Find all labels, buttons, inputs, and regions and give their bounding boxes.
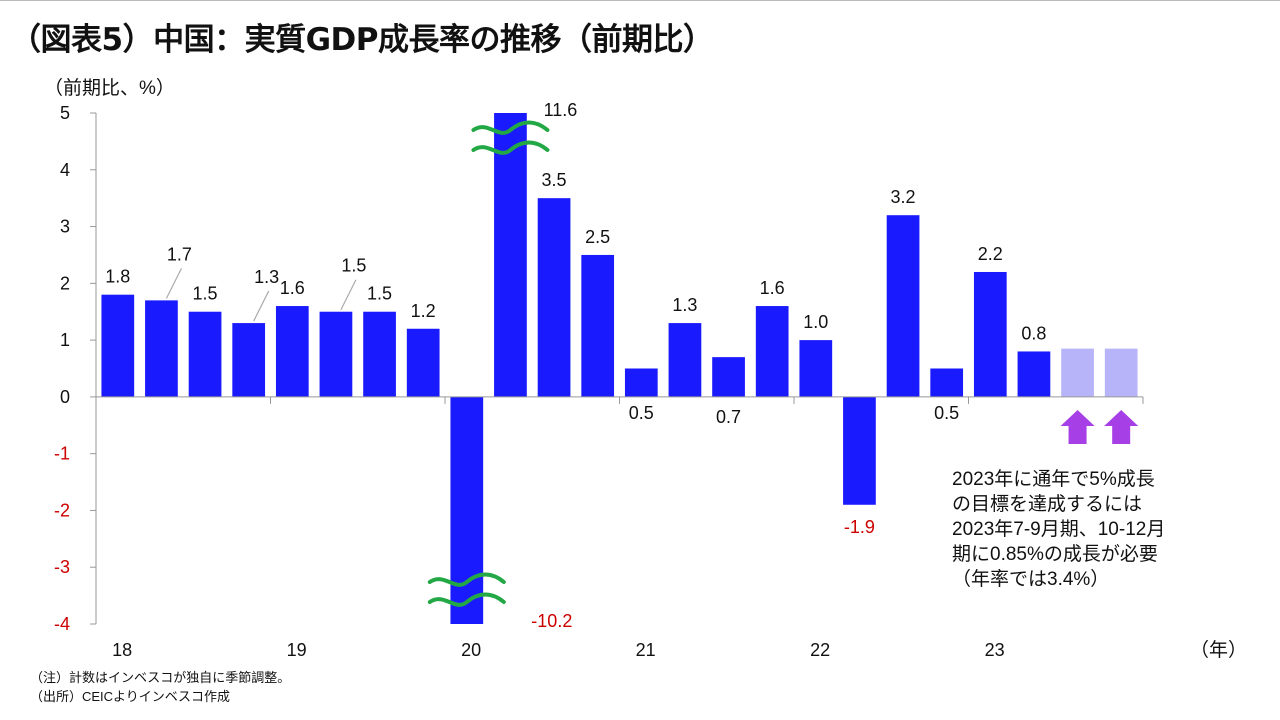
x-tick-label: 22: [810, 640, 830, 660]
label-leader-line: [253, 290, 270, 322]
data-label: 1.8: [105, 267, 130, 287]
bar: [188, 311, 222, 397]
bar: [363, 311, 396, 397]
axis-break-mark: [427, 572, 506, 587]
axis-break-mark: [427, 592, 506, 607]
y-tick-label: 2: [60, 273, 70, 293]
axis-break-mark: [471, 140, 550, 155]
data-label: 0.5: [629, 403, 654, 423]
y-tick-label: -2: [54, 500, 70, 520]
annotation-line: 期に0.85%の成長が必要: [952, 544, 1158, 565]
y-axis-unit-label: （前期比、%）: [44, 78, 175, 99]
footnote-note: （注）計数はインベスコが独自に季節調整。: [30, 670, 291, 685]
projection-bar: [1104, 348, 1138, 397]
bar: [406, 328, 440, 397]
y-tick-label: -3: [54, 557, 70, 577]
label-leader-line: [165, 268, 182, 299]
projection-bar: [1061, 348, 1094, 397]
bar: [450, 396, 484, 624]
bar: [145, 300, 178, 397]
bar: [232, 323, 266, 397]
axis-break-mark: [471, 120, 550, 135]
x-axis-unit-label: （年）: [1190, 640, 1248, 661]
data-label: 3.5: [542, 170, 567, 190]
data-label: -1.9: [844, 517, 875, 537]
target-annotation: 2023年に通年で5%成長 の目標を達成するには 2023年7-9月期、10-1…: [952, 467, 1165, 592]
data-label: 1.0: [803, 312, 828, 332]
y-tick-label: 3: [60, 217, 70, 237]
up-arrow-icon: [1104, 410, 1139, 444]
bar: [799, 340, 833, 397]
bar: [275, 306, 309, 397]
y-tick-label: -1: [54, 444, 70, 464]
data-label: -10.2: [531, 611, 572, 631]
data-label: 1.6: [760, 278, 785, 298]
data-label: 1.5: [341, 256, 366, 276]
bar: [930, 368, 964, 397]
data-label: 1.5: [193, 284, 218, 304]
data-label: 1.7: [167, 244, 192, 264]
up-arrow-icon: [1060, 410, 1095, 444]
data-label: 1.3: [672, 295, 697, 315]
bar: [843, 396, 876, 505]
bar: [537, 198, 571, 397]
annotation-line: （年率では3.4%）: [952, 569, 1110, 590]
x-tick-label: 23: [985, 640, 1005, 660]
y-tick-label: 0: [60, 387, 70, 407]
bar: [101, 294, 135, 397]
data-label: 11.6: [544, 100, 578, 120]
data-label: 1.5: [367, 284, 392, 304]
data-label: 1.3: [254, 267, 279, 287]
data-label: 2.2: [978, 244, 1003, 264]
top-rule: [0, 0, 1280, 1]
data-label: 1.6: [280, 278, 305, 298]
bar: [973, 271, 1007, 397]
data-label: 3.2: [891, 187, 916, 207]
x-tick-label: 21: [636, 640, 656, 660]
annotation-line: 2023年7-9月期、10-12月: [952, 519, 1166, 540]
x-tick-label: 19: [287, 640, 307, 660]
bar: [755, 306, 789, 397]
data-label: 1.2: [411, 301, 436, 321]
x-tick-label: 18: [112, 640, 132, 660]
data-label: 2.5: [585, 227, 610, 247]
bar: [712, 357, 745, 397]
bar: [624, 368, 658, 397]
footnote-source: （出所）CEICよりインベスコ作成: [30, 689, 231, 704]
bar: [886, 215, 920, 397]
y-tick-label: -4: [54, 614, 70, 634]
x-tick-label: 20: [461, 640, 481, 660]
chart-title: （図表5）中国：実質GDP成長率の推移（前期比）: [10, 22, 714, 58]
bar: [668, 323, 702, 397]
bar: [319, 311, 353, 397]
data-label: 0.7: [716, 407, 741, 427]
label-leader-line: [340, 279, 357, 310]
bar: [1017, 351, 1051, 397]
y-tick-label: 1: [60, 330, 70, 350]
y-tick-label: 5: [60, 103, 70, 123]
y-tick-label: 4: [60, 160, 70, 180]
annotation-line: 2023年に通年で5%成長: [952, 469, 1155, 490]
data-label: 0.5: [934, 403, 959, 423]
bar: [581, 254, 615, 397]
annotation-line: の目標を達成するには: [952, 494, 1143, 515]
bar: [494, 113, 527, 397]
data-label: 0.8: [1021, 323, 1046, 343]
